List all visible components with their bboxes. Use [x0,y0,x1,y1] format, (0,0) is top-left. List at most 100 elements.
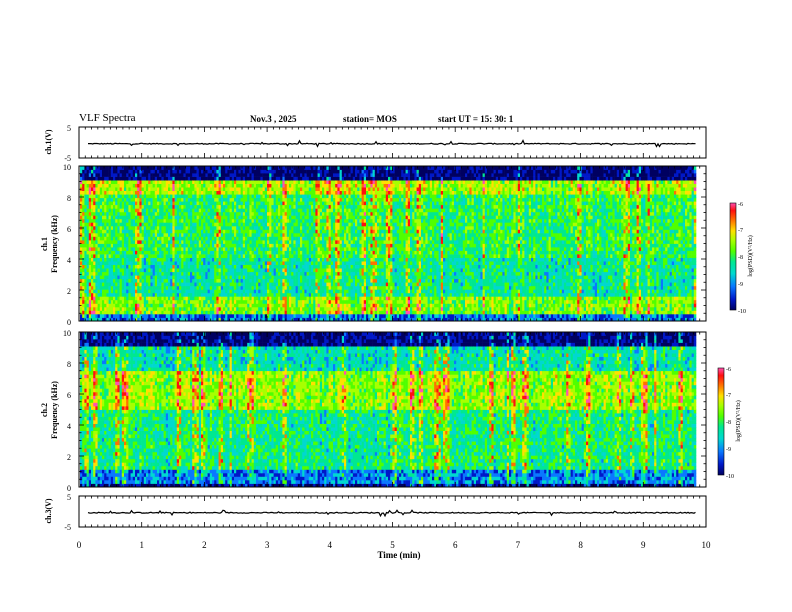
spectrogram-cell [99,261,103,265]
spectrogram-cell [236,169,239,174]
spectrogram-cell [110,183,114,188]
spectrogram-cell [192,204,195,209]
spectrogram-cell [196,215,200,220]
spectrogram-cell [201,201,204,206]
spectrogram-cell [99,240,103,244]
spectrogram-cell [95,201,98,206]
spectrogram-cell [163,173,167,177]
spectrogram-cell [218,232,222,237]
spectrogram-cell [148,303,151,308]
spectrogram-cell [185,303,189,308]
spectrogram-cell [157,222,160,227]
spectrogram-cell [284,211,288,216]
spectrogram-cell [214,176,217,181]
spectrogram-cell [124,180,127,184]
spectrogram-cell [302,264,305,269]
spectrogram-cell [183,282,186,287]
spectrogram-cell [278,282,281,287]
spectrogram-cell [139,232,142,237]
spectrogram-cell [165,176,169,181]
spectrogram-cell [214,232,217,237]
spectrogram-cell [102,187,105,191]
spectrogram-cell [249,201,252,206]
spectrogram-cell [234,225,237,230]
spectrogram-cell [302,236,305,241]
spectrogram-cell [269,247,272,251]
spectrogram-cell [163,166,167,170]
spectrogram-cell [295,229,299,234]
spectrogram-cell [207,176,211,181]
spectrogram-cell [302,268,305,273]
spectrogram-cell [308,229,312,234]
spectrogram-cell [93,264,96,269]
spectrogram-cell [161,211,164,216]
spectrogram-cell [168,243,171,248]
spectrogram-cell [216,183,219,188]
spectrogram-cell [135,296,138,301]
spectrogram-cell [225,257,228,262]
spectrogram-cell [260,190,263,195]
spectrogram-cell [223,240,226,244]
spectrogram-cell [88,176,92,181]
spectrogram-cell [216,314,219,318]
spectrogram-cell [273,254,277,258]
spectrogram-cell [152,211,156,216]
spectrogram-cell [315,317,318,322]
spectrogram-cell [306,225,310,230]
spectrogram-cell [262,317,266,322]
spectrogram-cell [154,197,158,202]
spectrogram-cell [251,222,255,227]
spectrogram-cell [135,250,138,255]
spectrogram-cell [115,201,118,206]
spectrogram-cell [117,289,120,294]
spectrogram-cell [264,310,268,315]
spectrogram-cell [258,197,261,202]
spectrogram-cell [280,222,283,227]
spectrogram-cell [132,282,136,287]
spectrogram-cell [139,194,142,199]
spectrogram-cell [275,225,279,230]
spectrogram-cell [216,306,219,311]
spectrogram-cell [165,180,169,184]
spectrogram-cell [185,222,189,227]
spectrogram-cell [291,257,294,262]
spectrogram-cell [152,218,156,223]
spectrogram-cell [128,211,131,216]
spectrogram-cell [137,190,140,195]
spectrogram-cell [146,278,149,283]
spectrogram-cell [135,306,138,311]
spectrogram-cell [198,187,202,191]
spectrogram-cell [119,201,123,206]
spectrogram-cell [295,299,299,304]
spectrogram-cell [196,197,200,202]
spectrogram-cell [159,257,162,262]
spectrogram-cell [207,303,211,308]
spectrogram-cell [245,285,248,290]
spectrogram-cell [304,225,307,230]
spectrogram-cell [135,225,138,230]
spectrogram-cell [157,208,160,213]
spectrogram-cell [130,225,134,230]
spectrogram-cell [198,169,202,174]
spectrogram-cell [187,285,191,290]
spectrogram-cell [113,247,116,251]
spectrogram-cell [181,257,184,262]
spectrogram-cell [196,275,200,280]
spectrogram-cell [225,254,228,258]
spectrogram-cell [286,208,290,213]
spectrogram-cell [280,218,283,223]
spectrogram-cell [216,166,219,170]
spectrogram-cell [278,240,281,244]
spectrogram-cell [203,306,206,311]
spectrogram-cell [311,243,314,248]
spectrogram-cell [229,261,233,265]
spectrogram-cell [234,232,237,237]
spectrogram-cell [256,180,259,184]
spectrogram-cell [247,314,250,318]
spectrogram-cell [82,204,85,209]
spectrogram-cell [229,194,233,199]
spectrogram-cell [97,254,101,258]
spectrogram-cell [253,166,257,170]
spectrogram-cell [124,190,127,195]
spectrogram-cell [293,201,296,206]
